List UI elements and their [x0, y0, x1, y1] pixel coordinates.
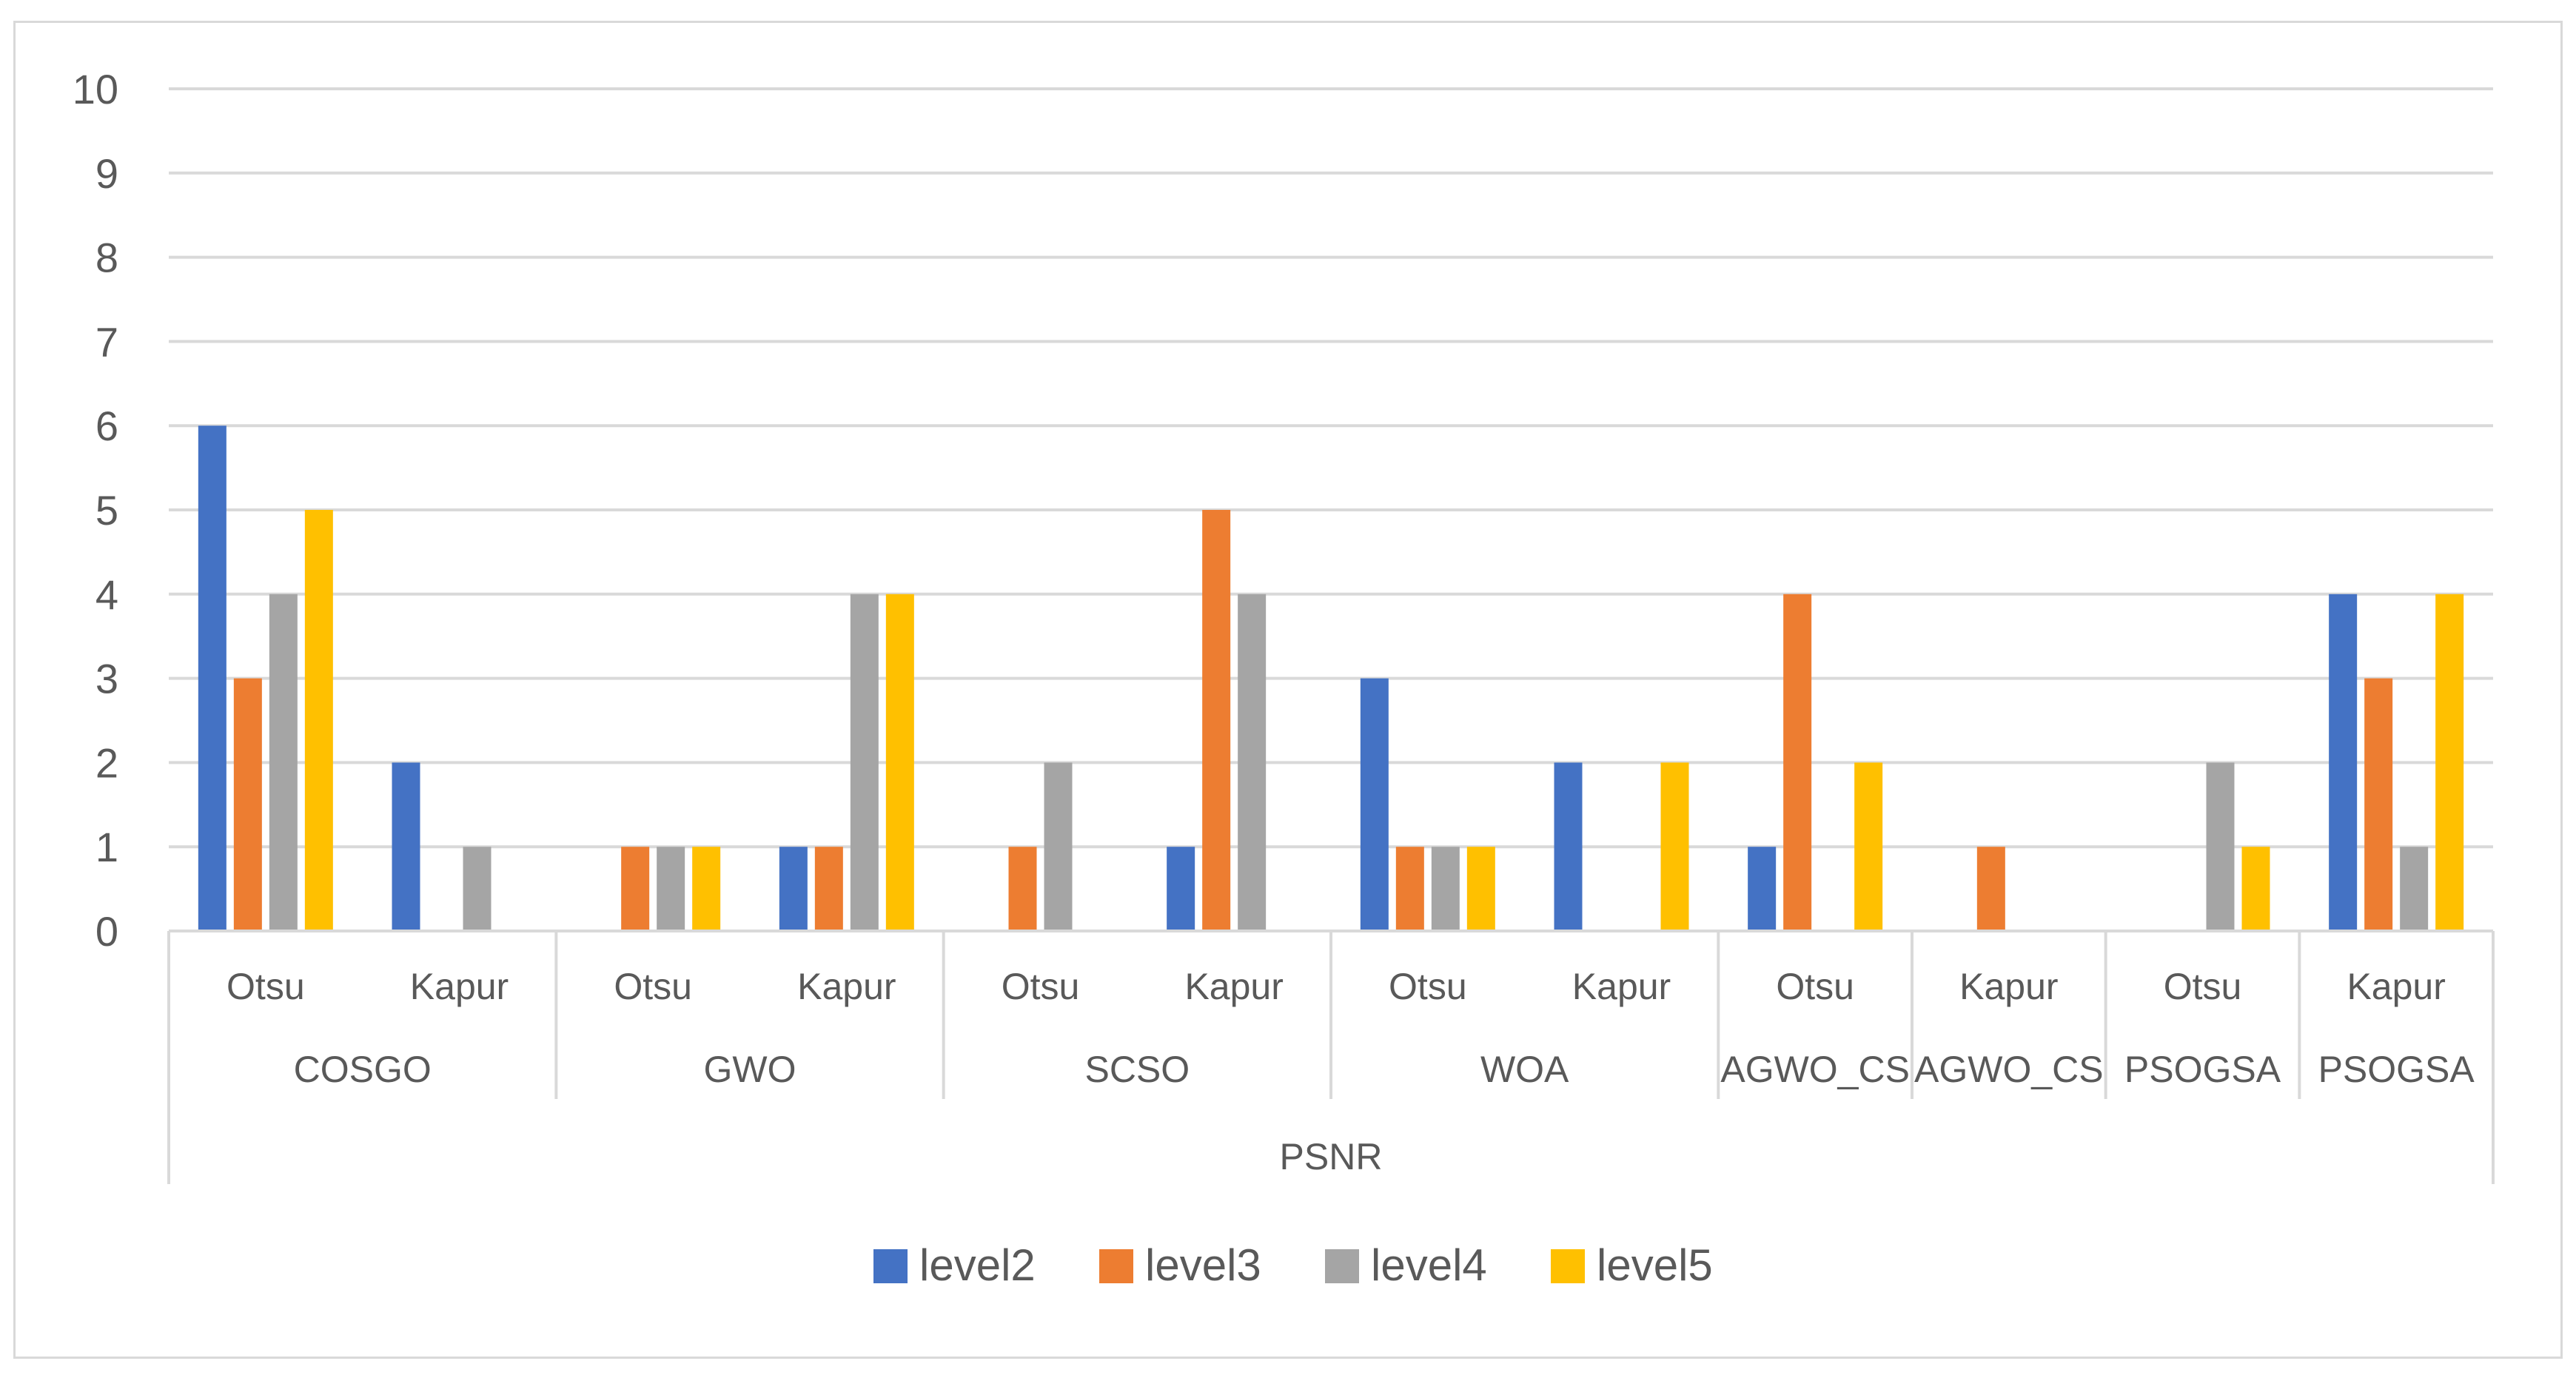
- x-category-label: Kapur: [1572, 966, 1671, 1007]
- x-category-label: Otsu: [1002, 966, 1080, 1007]
- bar-level4: [1238, 594, 1267, 931]
- x-group-label: WOA: [1480, 1049, 1569, 1090]
- y-tick-label: 5: [95, 487, 118, 534]
- y-tick-label: 0: [95, 908, 118, 955]
- bar-level2: [2329, 594, 2358, 931]
- legend-swatch-level3: [1099, 1249, 1133, 1283]
- bar-level3: [1395, 847, 1424, 931]
- x-category-label: Kapur: [410, 966, 509, 1007]
- y-tick-label: 6: [95, 403, 118, 449]
- x-outer-label: PSNR: [1280, 1136, 1383, 1177]
- bar-level3: [1783, 594, 1812, 931]
- bar-level4: [2206, 762, 2235, 931]
- chart-frame: [13, 21, 2563, 1359]
- y-axis: 0 1 2 3 4 5 6 7 8 9 10: [73, 66, 118, 955]
- legend-label-level3: level3: [1145, 1240, 1261, 1290]
- bar-level4: [2400, 847, 2429, 931]
- bar-level2: [1167, 847, 1195, 931]
- y-tick-label: 9: [95, 150, 118, 197]
- y-tick-label: 10: [73, 66, 118, 112]
- x-category-label: Otsu: [2164, 966, 2242, 1007]
- x-group-label: AGWO_CS: [1720, 1049, 1910, 1090]
- gridlines: [169, 87, 2493, 849]
- bar-level2: [1748, 847, 1777, 931]
- y-tick-label: 1: [95, 824, 118, 870]
- x-category-label: Kapur: [1184, 966, 1283, 1007]
- y-tick-label: 4: [95, 571, 118, 618]
- x-group-label: PSOGSA: [2124, 1049, 2281, 1090]
- bar-level3: [1976, 847, 2005, 931]
- bar-level2: [198, 426, 227, 931]
- bar-level4: [1431, 847, 1460, 931]
- bar-level3: [1202, 510, 1231, 931]
- x-category-label: Otsu: [1776, 966, 1854, 1007]
- legend-label-level2: level2: [919, 1240, 1036, 1290]
- legend-swatch-level4: [1325, 1249, 1359, 1283]
- y-tick-label: 8: [95, 235, 118, 281]
- x-category-label: Kapur: [797, 966, 896, 1007]
- legend-swatch-level2: [873, 1249, 908, 1283]
- bar-level3: [233, 678, 262, 931]
- x-category-label: Kapur: [2347, 966, 2445, 1007]
- x-group-label: AGWO_CS: [1914, 1049, 2104, 1090]
- x-group-label: GWO: [704, 1049, 796, 1090]
- legend-label-level4: level4: [1371, 1240, 1487, 1290]
- x-category-label: Otsu: [614, 966, 692, 1007]
- legend: level2 level3 level4 level5: [873, 1240, 1713, 1290]
- bar-level5: [692, 847, 721, 931]
- bar-level2: [392, 762, 420, 931]
- bar-level5: [1854, 762, 1883, 931]
- bar-level5: [304, 510, 333, 931]
- x-axis: Otsu Kapur Otsu Kapur Otsu Kapur Otsu Kapur Otsu…: [167, 930, 2495, 1184]
- bar-level3: [814, 847, 843, 931]
- x-group-label: SCSO: [1084, 1049, 1190, 1090]
- x-category-label: Otsu: [227, 966, 305, 1007]
- bar-level5: [885, 594, 914, 931]
- bar-level4: [269, 594, 298, 931]
- x-category-label: Otsu: [1389, 966, 1467, 1007]
- bar-level3: [2364, 678, 2393, 931]
- bars: [198, 426, 2464, 931]
- bar-level4: [463, 847, 492, 931]
- bar-level3: [1008, 847, 1037, 931]
- bar-level4: [1044, 762, 1073, 931]
- legend-swatch-level5: [1551, 1249, 1585, 1283]
- legend-label-level5: level5: [1597, 1240, 1713, 1290]
- bar-level3: [621, 847, 650, 931]
- bar-level5: [1660, 762, 1689, 931]
- bar-level5: [1466, 847, 1495, 931]
- bar-level2: [1360, 678, 1389, 931]
- bar-level2: [779, 847, 808, 931]
- y-tick-label: 2: [95, 739, 118, 786]
- bar-level4: [850, 594, 879, 931]
- x-group-label: COSGO: [294, 1049, 432, 1090]
- bar-level4: [657, 847, 685, 931]
- bar-level5: [2241, 847, 2270, 931]
- bar-level2: [1554, 762, 1583, 931]
- x-category-label: Kapur: [1959, 966, 2058, 1007]
- bar-level5: [2435, 594, 2464, 931]
- x-group-label: PSOGSA: [2318, 1049, 2475, 1090]
- y-tick-label: 3: [95, 656, 118, 702]
- y-tick-label: 7: [95, 318, 118, 365]
